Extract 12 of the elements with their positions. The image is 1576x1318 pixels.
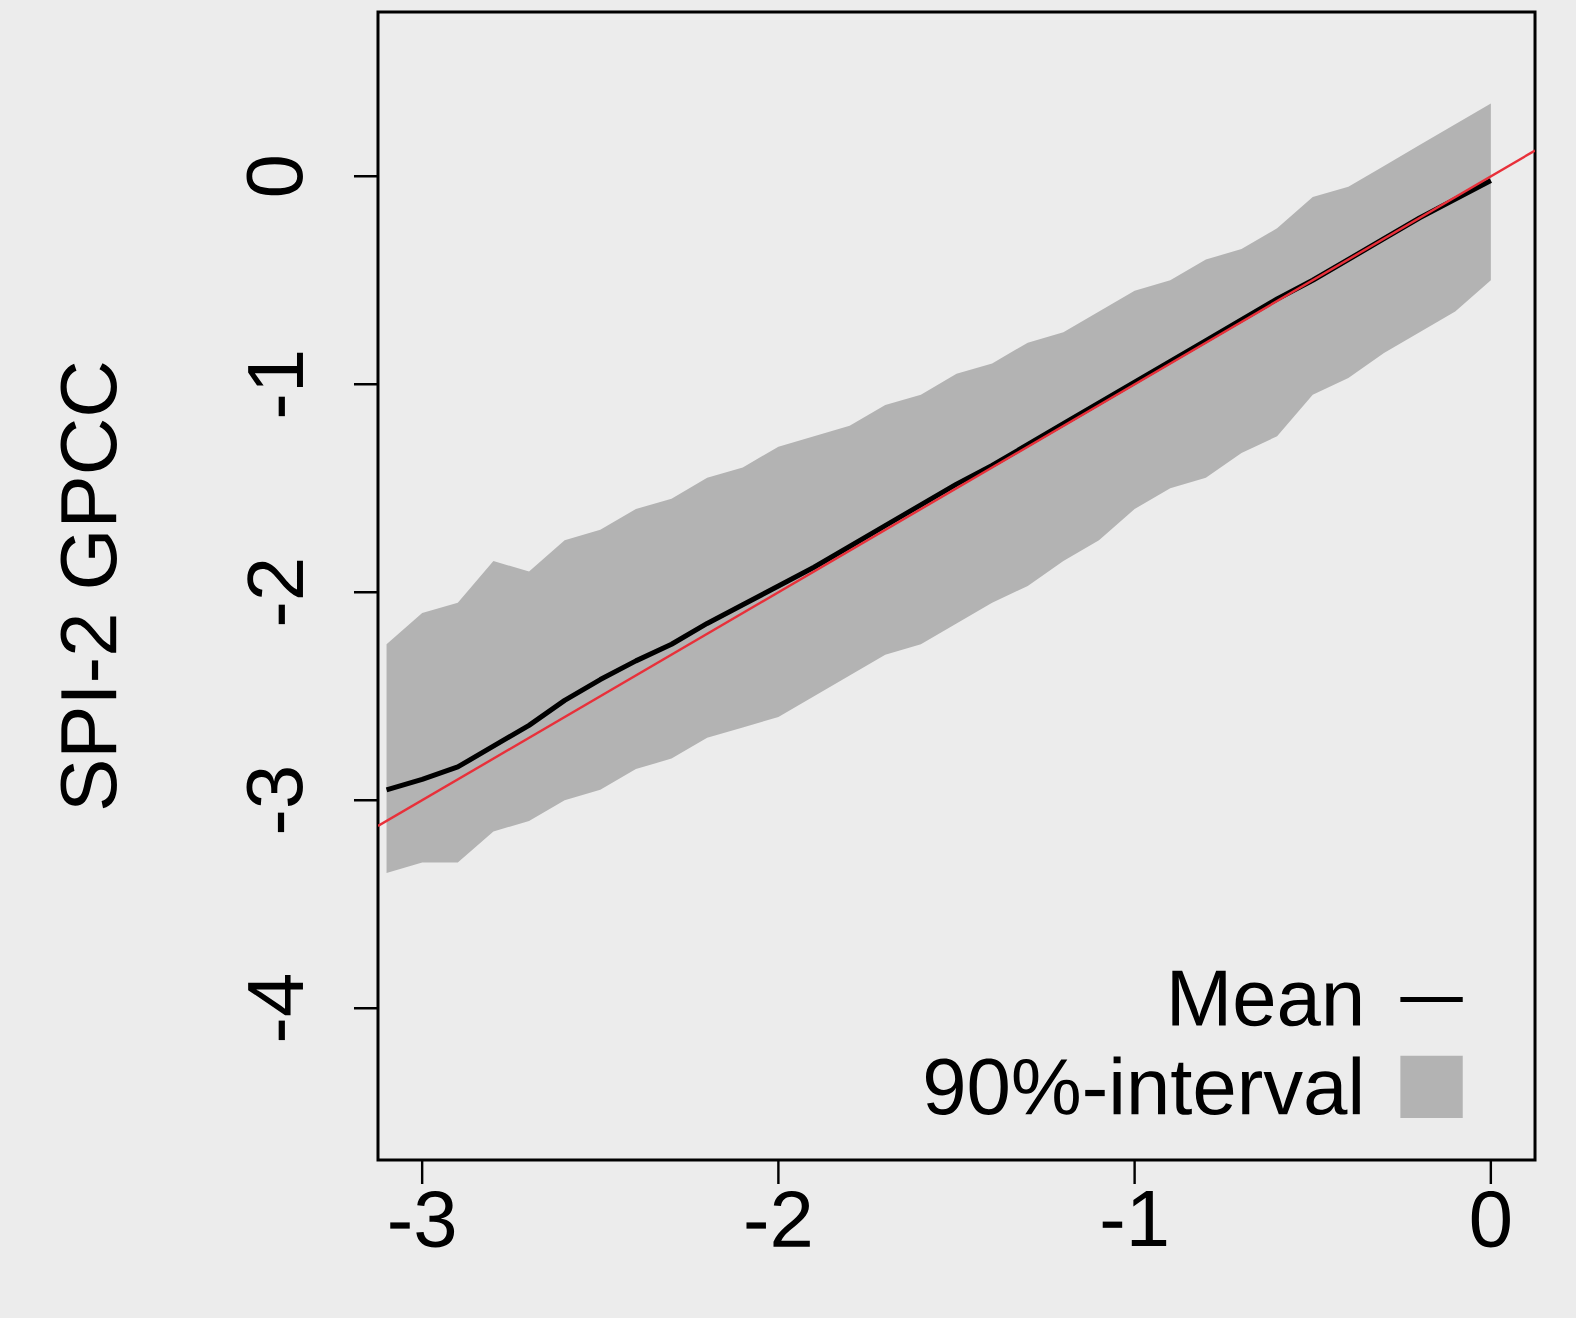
y-tick-label: -4	[248, 975, 303, 1041]
legend-label: Mean	[1172, 970, 1361, 1027]
y-axis-title: SPI-2 GPCC	[60, 363, 117, 809]
x-tick-label: -3	[390, 1191, 455, 1248]
y-tick-label: -1	[248, 352, 303, 417]
x-tick-label: -1	[1102, 1191, 1167, 1246]
y-tick-label: -3	[246, 768, 303, 833]
x-tick-label: -2	[746, 1191, 810, 1247]
y-tick-label: -2	[247, 560, 303, 625]
x-tick-label: 0	[1471, 1191, 1510, 1248]
y-tick-label: 0	[246, 157, 303, 196]
annotation: 90%-interval	[925, 1056, 1360, 1115]
